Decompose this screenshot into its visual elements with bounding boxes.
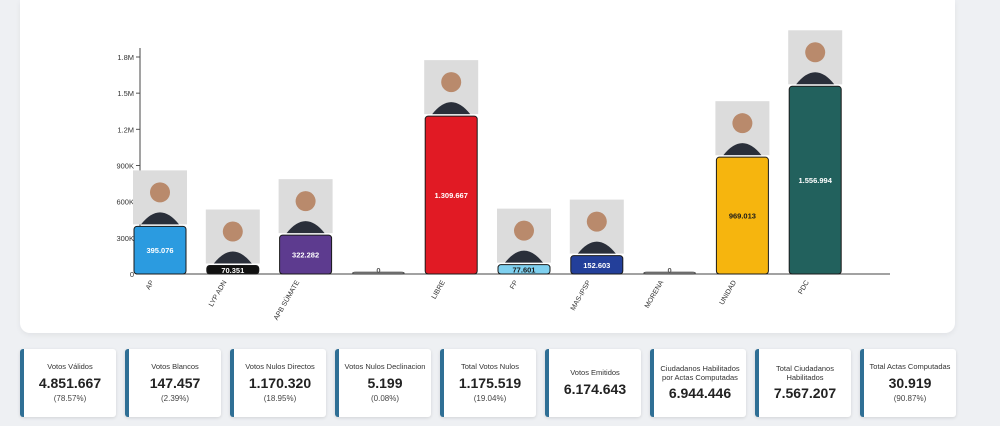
stat-percent: (0.08%)	[370, 393, 399, 403]
stat-label: Votos Nulos Directos	[245, 362, 315, 372]
x-tick-label: PDC	[797, 280, 810, 296]
chart-bar	[279, 234, 333, 275]
stat-label: Total Votos Nulos	[461, 362, 519, 372]
x-tick-label: LYP ADN	[208, 280, 229, 309]
chart-bar	[643, 271, 696, 275]
bar-value-label: 969.013	[729, 212, 756, 221]
stat-card-total-actas-computadas: Total Actas Computadas 30.919 (90.87%)	[860, 349, 956, 417]
bar-value-label: 0	[668, 266, 672, 275]
x-tick-label: APB SÚMATE	[271, 278, 301, 321]
stat-card-votos-nulos-directos: Votos Nulos Directos 1.170.320 (18.95%)	[230, 349, 326, 417]
candidate-photo-body	[723, 143, 762, 156]
candidate-photo-head	[732, 113, 753, 134]
bar-value-label: 77.601	[513, 265, 536, 274]
candidate-photo-body	[213, 251, 252, 264]
stat-value: 30.919	[888, 374, 932, 391]
stat-label: Ciudadanos Habilitados por Actas Computa…	[660, 363, 740, 382]
y-tick-label: 1.8M	[117, 53, 134, 62]
candidate-photo-head	[441, 72, 462, 93]
bar-value-label: 1.309.667	[435, 191, 468, 200]
candidate-photo-body	[505, 250, 543, 263]
y-tick-label: 0	[130, 270, 134, 279]
candidate-photo-head	[514, 220, 534, 241]
stat-percent: (19.04%)	[473, 393, 507, 403]
candidate-photo-head	[805, 42, 826, 63]
stat-card-votos-nulos-declinacion: Votos Nulos Declinacion 5.199 (0.08%)	[335, 349, 431, 417]
candidate-photo-body	[141, 212, 179, 225]
stat-label: Votos Válidos	[47, 362, 93, 372]
stat-value: 6.944.446	[668, 385, 732, 402]
candidate-photo-body	[796, 72, 835, 85]
x-tick-label: UNIDAD	[719, 280, 738, 307]
stats-row: Votos Válidos 4.851.667 (78.57%) Votos B…	[20, 349, 960, 419]
stat-card-votos-validos: Votos Válidos 4.851.667 (78.57%)	[20, 349, 116, 417]
stat-value: 6.174.643	[563, 380, 627, 397]
chart-card: 0 300K 600K 900K 1.2M 1.5M 1.8M 395.076 AP 70.351…	[20, 0, 955, 333]
stat-value: 147.457	[149, 374, 201, 391]
bar-value-label: 0	[376, 266, 380, 275]
chart-bar	[424, 115, 478, 275]
chart-bar	[133, 225, 187, 275]
stat-label: Total Ciudadanos Habilitados	[776, 363, 834, 382]
chart-bar	[788, 85, 842, 275]
bar-value-label: 395.076	[146, 246, 173, 255]
stat-label: Total Actas Computadas	[869, 362, 951, 372]
candidate-photo-head	[150, 182, 170, 203]
bar-value-label: 152.603	[583, 261, 610, 270]
stat-percent: (18.95%)	[263, 393, 297, 403]
stat-value: 4.851.667	[38, 374, 102, 391]
stat-label: Votos Nulos Declinacion	[344, 362, 426, 372]
x-tick-label: LIBRE	[431, 279, 447, 300]
candidate-photo-head	[295, 191, 316, 212]
stat-value: 1.170.320	[248, 374, 312, 391]
y-tick-label: 1.5M	[117, 89, 134, 98]
bar-value-label: 1.556.994	[799, 176, 833, 185]
x-tick-label: AP	[145, 279, 156, 291]
x-tick-label: FP	[509, 279, 520, 291]
chart-bar	[206, 265, 260, 275]
y-tick-label: 600K	[116, 198, 134, 207]
y-tick-label: 300K	[116, 234, 134, 243]
candidate-photo-head	[222, 221, 243, 242]
votes-bar-chart: 0 300K 600K 900K 1.2M 1.5M 1.8M 395.076 AP 70.351…	[116, 30, 890, 322]
stat-card-ciudadanos-habilitados-actas: Ciudadanos Habilitados por Actas Computa…	[650, 349, 746, 417]
stat-percent: (78.57%)	[53, 393, 87, 403]
stat-card-votos-emitidos: Votos Emitidos 6.174.643	[545, 349, 641, 417]
stat-card-total-votos-nulos: Total Votos Nulos 1.175.519 (19.04%)	[440, 349, 536, 417]
x-tick-label: MAS-IPSP	[570, 279, 593, 312]
stat-label: Votos Blancos	[151, 362, 199, 372]
chart-bar	[497, 264, 551, 275]
x-tick-label: MORENA	[644, 279, 666, 309]
stat-card-votos-blancos: Votos Blancos 147.457 (2.39%)	[125, 349, 221, 417]
candidate-photo-body	[577, 241, 616, 254]
y-tick-label: 1.2M	[117, 125, 134, 134]
stat-value: 5.199	[367, 374, 403, 391]
y-tick-label: 900K	[116, 162, 134, 171]
bar-value-label: 322.282	[292, 251, 319, 260]
stat-label: Votos Emitidos	[570, 368, 620, 378]
stat-percent: (2.39%)	[160, 393, 189, 403]
chart-bar	[352, 271, 405, 275]
candidate-photo-body	[432, 102, 471, 115]
chart-bar	[715, 156, 769, 275]
candidate-photo-body	[286, 221, 325, 234]
bar-value-label: 70.351	[221, 266, 244, 275]
stat-value: 1.175.519	[458, 374, 522, 391]
stat-value: 7.567.207	[773, 385, 837, 402]
candidate-photo-head	[586, 211, 607, 232]
chart-bar	[570, 255, 624, 275]
stat-card-total-ciudadanos-habilitados: Total Ciudadanos Habilitados 7.567.207	[755, 349, 851, 417]
stat-percent: (90.87%)	[893, 393, 927, 403]
